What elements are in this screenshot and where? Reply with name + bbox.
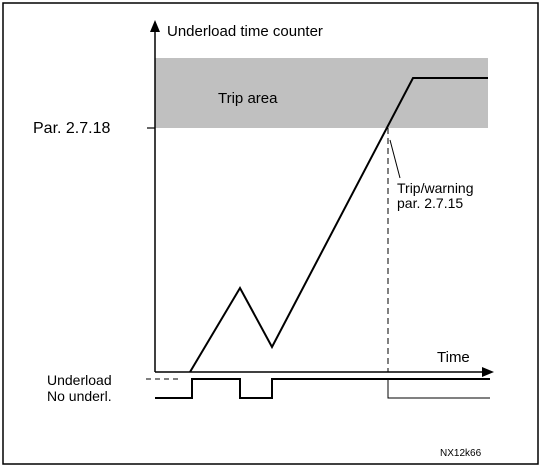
underload-signal [155, 378, 490, 399]
signal-high-label: Underload [47, 372, 112, 388]
x-arrow [482, 367, 494, 377]
trip-area-label: Trip area [218, 90, 278, 107]
signal-low-label: No underl. [47, 388, 112, 404]
trip-label-1: Trip/warning [397, 180, 474, 196]
trip-signal [387, 379, 490, 399]
threshold-label: Par. 2.7.18 [33, 120, 110, 137]
counter-line [189, 77, 488, 373]
figure-code: NX12k66 [440, 448, 482, 459]
trip-area [155, 58, 488, 128]
y-arrow [150, 20, 160, 32]
y-axis-label: Underload time counter [167, 23, 323, 40]
trip-label-2: par. 2.7.15 [397, 195, 463, 211]
trip-pointer [389, 139, 401, 179]
x-axis-label: Time [437, 349, 470, 366]
